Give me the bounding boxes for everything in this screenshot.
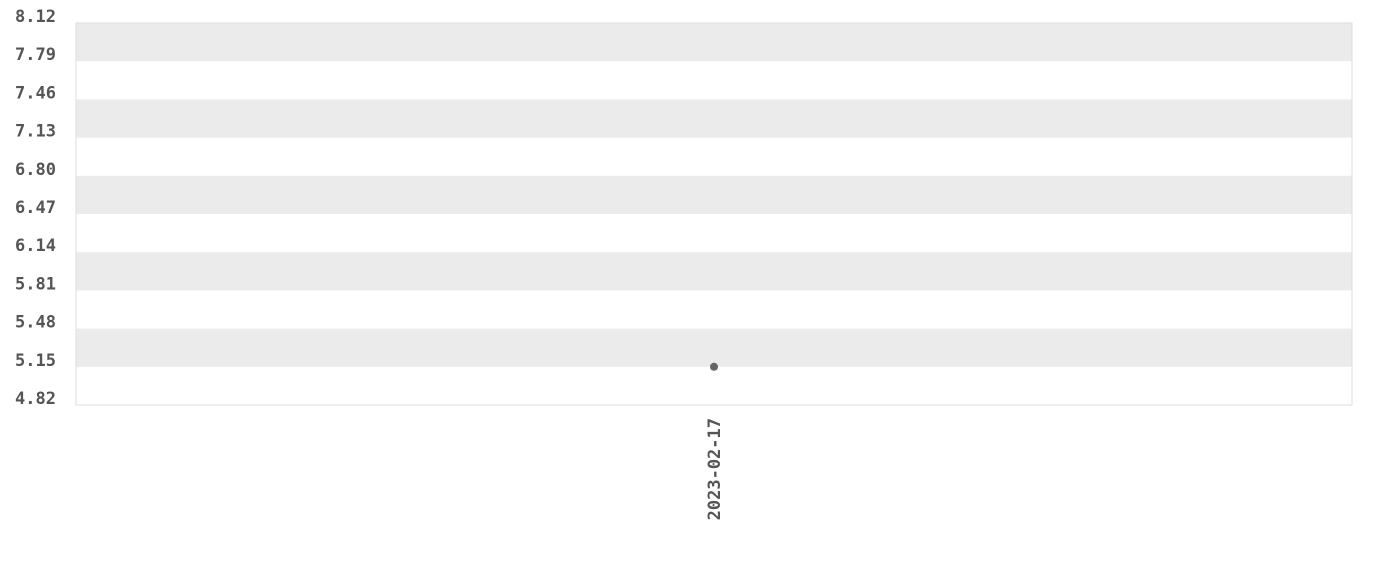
y-tick-label: 7.79	[15, 45, 56, 65]
y-tick-label: 7.46	[15, 83, 56, 103]
y-tick-label: 6.80	[15, 160, 56, 180]
data-points	[710, 362, 718, 371]
y-tick-label: 5.48	[15, 313, 56, 333]
x-tick-label: 2023-02-17	[705, 418, 725, 520]
grid-band	[76, 99, 1352, 138]
grid-band	[76, 328, 1352, 367]
y-tick-label: 4.82	[15, 389, 56, 409]
y-tick-label: 6.14	[15, 236, 56, 256]
y-tick-label: 8.12	[15, 7, 56, 27]
background-bands	[76, 23, 1352, 367]
grid-band	[76, 252, 1352, 291]
x-axis: 2023-02-17	[705, 418, 725, 520]
y-tick-label: 6.47	[15, 198, 56, 218]
plot-border	[75, 22, 1353, 406]
data-point	[710, 362, 718, 371]
y-tick-label: 5.15	[15, 351, 56, 371]
y-axis: 8.12 7.79 7.46 7.13 6.80 6.47 6.14 5.81 5.48 5.15…	[15, 7, 56, 409]
grid-band	[76, 23, 1352, 62]
y-tick-label: 7.13	[15, 122, 56, 142]
y-tick-label: 5.81	[15, 274, 56, 294]
grid-band	[76, 175, 1352, 214]
